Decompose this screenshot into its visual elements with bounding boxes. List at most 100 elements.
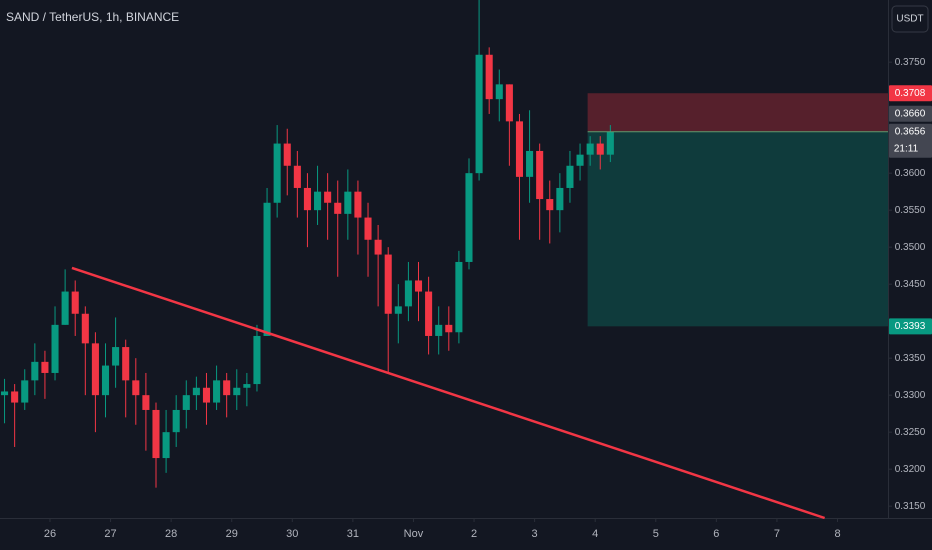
- price-label: 0.3660: [895, 108, 926, 119]
- candle-body: [324, 191, 332, 203]
- y-tick-label: 0.3500: [895, 242, 926, 253]
- x-tick-label: 4: [592, 528, 598, 540]
- x-tick-label: 27: [104, 528, 116, 540]
- candle-body: [435, 324, 443, 336]
- stop-zone: [587, 93, 888, 132]
- x-tick-label: 28: [165, 528, 177, 540]
- candle-body: [596, 143, 604, 155]
- y-tick-label: 0.3150: [895, 501, 926, 512]
- price-label: 0.3393: [895, 321, 926, 332]
- candle-body: [152, 409, 160, 459]
- y-tick-label: 0.3250: [895, 427, 926, 438]
- candle-body: [485, 54, 493, 100]
- x-tick-label: 31: [347, 528, 359, 540]
- candle-body: [253, 335, 261, 385]
- trend-line: [71, 266, 826, 520]
- chart-title: SAND / TetherUS, 1h, BINANCE: [6, 10, 179, 24]
- candle-body: [334, 202, 342, 214]
- x-tick-label: Nov: [404, 528, 424, 540]
- candle-body: [132, 380, 140, 396]
- candle-body: [455, 261, 463, 333]
- y-tick-label: 0.3450: [895, 279, 926, 290]
- candle-body: [546, 199, 554, 211]
- y-tick-label: 0.3300: [895, 390, 926, 401]
- candle-body: [515, 121, 524, 177]
- candle-body: [414, 280, 423, 292]
- x-tick-label: 3: [532, 528, 538, 540]
- x-tick-label: 5: [653, 528, 659, 540]
- candle-body: [445, 324, 453, 333]
- candle-body: [293, 165, 301, 188]
- candle-body: [61, 291, 69, 325]
- y-tick-label: 0.3550: [895, 205, 926, 216]
- candle-body: [465, 173, 473, 262]
- candle-body: [243, 384, 251, 388]
- candle-body: [192, 387, 200, 396]
- candle-body: [162, 432, 170, 459]
- candle-body: [202, 387, 211, 403]
- candle-body: [91, 343, 99, 396]
- candle-body: [354, 191, 362, 218]
- candle-body: [384, 254, 392, 314]
- x-tick-label: 26: [44, 528, 56, 540]
- candle-body: [41, 361, 49, 373]
- target-zone: [587, 131, 888, 327]
- candle-body: [233, 387, 241, 396]
- candle-body: [606, 131, 614, 155]
- candle-body: [314, 191, 322, 211]
- candle-body: [11, 391, 19, 403]
- candle-body: [71, 291, 79, 314]
- candle-body: [31, 361, 39, 381]
- currency-button[interactable]: [891, 5, 929, 33]
- candle-body: [273, 143, 281, 203]
- candle-body: [81, 313, 89, 344]
- x-tick-label: 30: [286, 528, 298, 540]
- candle-body: [394, 306, 402, 314]
- x-tick-label: 7: [774, 528, 780, 540]
- candle-body: [505, 84, 513, 122]
- y-tick-label: 0.3200: [895, 464, 926, 475]
- currency-label[interactable]: USDT: [896, 14, 923, 25]
- x-tick-label: 8: [834, 528, 840, 540]
- y-tick-label: 0.3750: [895, 57, 926, 68]
- candle-body: [122, 347, 130, 381]
- price-label-box: [889, 105, 932, 122]
- candle-body: [374, 239, 382, 255]
- candle-body: [536, 150, 544, 200]
- candle-body: [364, 217, 372, 240]
- candle-body: [404, 280, 412, 307]
- y-tick-label: 0.3350: [895, 353, 926, 364]
- candle-body: [283, 143, 291, 166]
- candle-body: [556, 187, 564, 211]
- candle-body: [142, 395, 150, 410]
- candle-body: [223, 380, 231, 396]
- candle-body: [566, 165, 574, 188]
- candle-body: [101, 365, 110, 396]
- candle-body: [576, 154, 584, 166]
- price-label-box: [889, 123, 932, 158]
- candle-body: [425, 291, 433, 336]
- price-label-box: [889, 85, 932, 102]
- y-tick-label: 0.3600: [895, 168, 926, 179]
- x-tick-label: 29: [226, 528, 238, 540]
- candle-body: [263, 202, 271, 336]
- candle-body: [344, 191, 352, 214]
- candle-body: [112, 347, 120, 366]
- candle-body: [475, 54, 483, 174]
- candle-body: [1, 391, 9, 396]
- candle-body: [586, 143, 594, 155]
- candle-body: [495, 84, 503, 100]
- price-label: 0.3708: [895, 88, 926, 99]
- countdown: 21:11: [894, 143, 919, 154]
- candle-body: [213, 380, 221, 403]
- x-tick-label: 2: [471, 528, 477, 540]
- candle-body: [303, 187, 311, 211]
- candle-body: [51, 324, 59, 373]
- price-label-box: [889, 318, 932, 335]
- candle-body: [182, 395, 190, 410]
- candle-body: [172, 409, 180, 433]
- candle-body: [526, 150, 534, 177]
- price-label: 0.3656: [895, 126, 926, 137]
